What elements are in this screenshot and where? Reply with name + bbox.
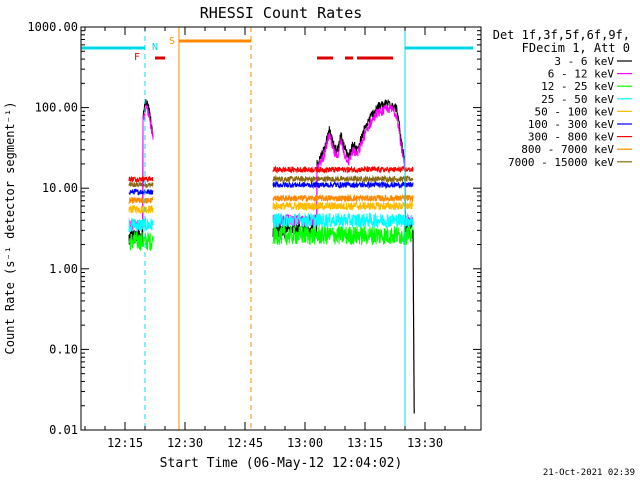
series-line-800-7000keV-segment-2 — [272, 193, 414, 203]
y-axis-label: Count Rate (s⁻¹ detector segment⁻¹) — [3, 102, 17, 355]
series-line-50-100keV-segment-1 — [128, 205, 154, 215]
falloff-trace — [412, 230, 415, 414]
legend-entry-label: 3 - 6 keV — [554, 55, 614, 68]
series-line-100-300keV-segment-1 — [128, 188, 154, 196]
x-tick-label: 13:30 — [407, 436, 443, 450]
legend-entry-label: 50 - 100 keV — [535, 105, 615, 118]
series-line-12-25keV-segment-2 — [272, 224, 414, 246]
series-line-300-800keV-segment-1 — [128, 174, 154, 184]
series-line-50-100keV-segment-2 — [272, 200, 414, 212]
legend: Det 1f,3f,5f,6f,9f, FDecim 1, Att 0 3 - … — [493, 28, 632, 169]
marker-label-n: N — [152, 42, 158, 53]
x-tick-label: 13:00 — [287, 436, 323, 450]
x-tick-label: 12:30 — [167, 436, 203, 450]
series-line-12-25keV-segment-1 — [128, 231, 154, 251]
series-line-25-50keV-segment-1 — [128, 217, 154, 233]
y-tick-label: 0.01 — [49, 423, 78, 437]
legend-entry-label: 300 - 800 keV — [528, 131, 614, 144]
marker-label-f: F — [134, 52, 140, 63]
chart-title: RHESSI Count Rates — [200, 4, 363, 22]
series-line-7000-15000keV-segment-1 — [128, 181, 154, 189]
series-line-300-800keV-segment-2 — [272, 165, 414, 174]
series-line-6-12keV-segment-2 — [272, 104, 414, 227]
legend-header-line-2: FDecim 1, Att 0 — [522, 41, 630, 55]
plot-frame — [80, 26, 482, 431]
legend-entry-label: 800 - 7000 keV — [521, 143, 614, 156]
legend-entry-label: 25 - 50 keV — [541, 93, 614, 106]
x-tick-label: 12:45 — [227, 436, 263, 450]
marker-label-s: S — [169, 36, 175, 47]
legend-entry-label: 100 - 300 keV — [528, 118, 614, 131]
date-stamp: 21-Oct-2021 02:39 — [543, 468, 635, 478]
y-tick-label: 1000.00 — [27, 20, 78, 34]
legend-entry-label: 6 - 12 keV — [548, 68, 615, 81]
x-tick-label: 12:15 — [107, 436, 143, 450]
x-axis-label: Start Time (06-May-12 12:04:02) — [160, 456, 403, 471]
data-layer — [128, 99, 415, 414]
y-tick-label: 10.00 — [42, 181, 78, 195]
legend-entry-label: 12 - 25 keV — [541, 80, 614, 93]
x-tick-label: 13:15 — [347, 436, 383, 450]
series-line-100-300keV-segment-2 — [272, 180, 414, 190]
series-line-25-50keV-segment-2 — [272, 211, 414, 230]
y-tick-label: 100.00 — [35, 101, 78, 115]
series-line-800-7000keV-segment-1 — [128, 196, 154, 204]
y-tick-label: 0.10 — [49, 342, 78, 356]
legend-entry-label: 7000 - 15000 keV — [508, 156, 614, 169]
legend-header-line-1: Det 1f,3f,5f,6f,9f, — [493, 28, 630, 42]
y-tick-label: 1.00 — [49, 262, 78, 276]
axes-layer: 1000.00 100.00 10.00 1.00 0.10 0.01 12:15 12:30… — [27, 20, 481, 450]
series-line-7000-15000keV-segment-2 — [272, 174, 414, 184]
